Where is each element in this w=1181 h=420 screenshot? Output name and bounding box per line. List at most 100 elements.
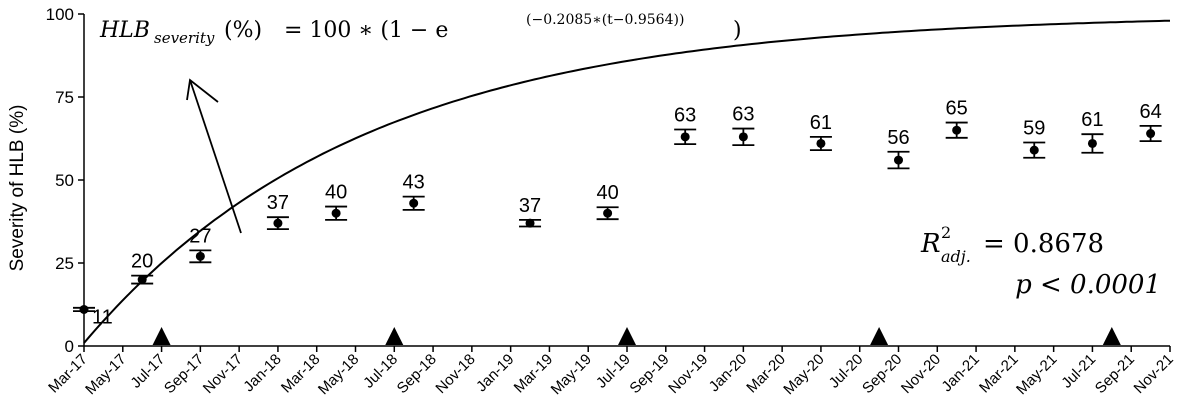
equation-lhs-subscript: severity [154, 29, 215, 47]
event-markers [152, 327, 1121, 345]
x-tick-label: Mar-18 [278, 351, 324, 397]
x-tick-label: May-20 [780, 351, 827, 398]
data-point-group: 40 [325, 182, 347, 221]
data-point-group: 40 [596, 182, 619, 221]
x-tick-label: Nov-20 [898, 351, 944, 397]
data-label: 37 [267, 192, 289, 214]
data-point-group: 61 [810, 112, 832, 152]
data-point [525, 218, 535, 228]
data-point [603, 208, 613, 218]
x-tick-label: Sep-20 [859, 351, 905, 397]
data-point [273, 218, 283, 228]
data-point [1146, 129, 1156, 139]
data-point [79, 304, 89, 314]
data-label: 56 [887, 127, 909, 149]
data-point [680, 132, 690, 142]
data-point-group: 64 [1139, 101, 1162, 143]
r-squared-value: = 0.8678 [983, 229, 1104, 259]
data-point [816, 138, 826, 148]
y-axis-label: Severity of HLB (%) [7, 105, 28, 272]
data-point [137, 275, 147, 285]
x-tick-label: Nov-18 [432, 351, 478, 397]
data-point-group: 59 [1023, 117, 1045, 159]
data-label: 43 [403, 172, 425, 194]
fit-statistics: R 2 adj. = 0.8678 p < 0.0001 [920, 223, 1161, 300]
x-tick-label: May-21 [1013, 351, 1060, 398]
x-tick-label: Sep-17 [161, 351, 207, 397]
x-tick-label: Mar-17 [45, 351, 91, 397]
y-tick-label: 50 [55, 171, 74, 190]
x-tick-label: Sep-19 [626, 351, 672, 397]
x-tick-label: Jan-21 [938, 351, 982, 395]
data-label: 11 [92, 306, 113, 328]
data-point [952, 125, 962, 135]
data-point [894, 155, 903, 165]
y-ticks: 0 25 50 75 100 [46, 5, 84, 356]
event-marker-triangle [1102, 327, 1121, 345]
data-label: 61 [810, 112, 832, 134]
r-squared-symbol: R [920, 229, 941, 259]
x-tick-label: Nov-19 [665, 351, 711, 397]
pointer-arrow [186, 78, 242, 234]
data-point-group: 63 [674, 105, 696, 146]
data-label: 37 [519, 195, 541, 217]
x-tick-label: Sep-21 [1092, 351, 1138, 397]
x-tick-label: May-18 [315, 351, 362, 398]
data-label: 40 [596, 182, 618, 204]
data-label: 61 [1081, 109, 1103, 131]
x-tick-label: Jan-19 [473, 351, 517, 395]
data-point-group: 63 [732, 104, 754, 147]
data-point [738, 132, 748, 142]
data-label: 63 [674, 105, 696, 127]
fitted-curve [83, 19, 1171, 344]
data-label: 27 [189, 225, 211, 247]
event-marker-triangle [870, 327, 889, 345]
x-tick-label: Mar-19 [511, 351, 557, 397]
data-point [195, 251, 205, 261]
data-point-group: 11 [73, 304, 113, 328]
arrow-head [186, 78, 219, 103]
data-label: 63 [732, 104, 754, 126]
data-label: 64 [1139, 101, 1161, 123]
data-point-group: 43 [403, 172, 425, 211]
arrow-shaft [189, 79, 242, 234]
data-point [1087, 138, 1097, 148]
x-tick-label: Nov-17 [200, 351, 246, 397]
data-label: 40 [325, 182, 347, 204]
x-tick-label: Jan-18 [240, 351, 284, 395]
y-tick-label: 100 [46, 5, 74, 24]
equation-exponent: (−0.2085∗(t−0.9564)) [526, 12, 684, 28]
x-tick-label: May-17 [82, 351, 129, 398]
data-point [409, 198, 419, 208]
x-tick-label: Mar-20 [743, 351, 789, 397]
data-point-group: 56 [887, 127, 910, 170]
data-label: 59 [1023, 117, 1045, 139]
x-tick-label: May-19 [548, 351, 595, 398]
data-label: 20 [131, 251, 153, 273]
x-tick-label: Nov-21 [1131, 351, 1177, 397]
equation-rhs: = 100 ∗ (1 − e [284, 18, 448, 43]
p-value: p < 0.0001 [1015, 270, 1161, 300]
axes [83, 14, 1170, 347]
data-point-group: 37 [519, 195, 541, 228]
x-tick-label: Sep-18 [394, 351, 440, 397]
event-marker-triangle [385, 327, 404, 345]
event-marker-triangle [152, 327, 171, 345]
data-points: 11 20 27 37 40 43 37 40 63 63 61 56 65 59 61 64 [73, 98, 1162, 328]
y-tick-label: 25 [55, 254, 74, 273]
equation: HLB severity (%) = 100 ∗ (1 − e (−0.2085… [99, 12, 742, 47]
data-point [331, 208, 341, 218]
event-marker-triangle [618, 327, 636, 345]
equation-unit: (%) [224, 18, 262, 43]
data-point-group: 61 [1081, 109, 1104, 154]
data-label: 65 [946, 98, 968, 120]
y-tick-label: 0 [65, 337, 74, 356]
data-point-group: 27 [189, 225, 211, 264]
r-squared-sup: 2 [941, 223, 951, 242]
r-squared-sub: adj. [941, 247, 971, 266]
equation-close: ) [733, 18, 742, 43]
x-tick-label: Mar-21 [976, 351, 1022, 397]
y-tick-label: 75 [55, 88, 74, 107]
x-ticks: Mar-17May-17Jul-17Sep-17Nov-17Jan-18Mar-… [45, 346, 1177, 398]
data-point-group: 20 [131, 251, 153, 285]
